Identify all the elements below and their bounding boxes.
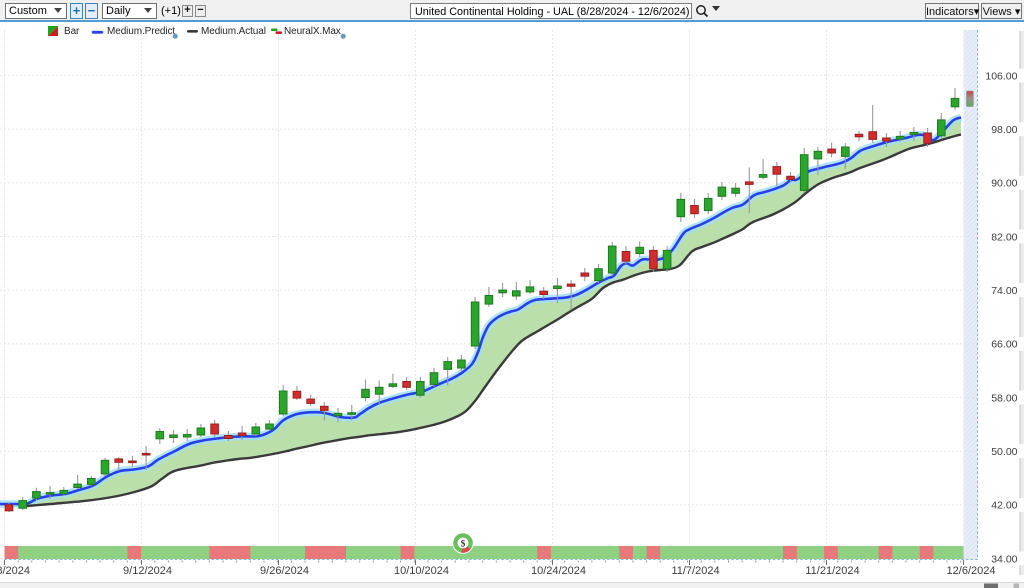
svg-text:98.00: 98.00 [991, 124, 1017, 136]
svg-text:$: $ [461, 538, 466, 548]
svg-text:11/21/2024: 11/21/2024 [805, 565, 859, 577]
svg-text:9/26/2024: 9/26/2024 [260, 565, 309, 577]
svg-text:58.00: 58.00 [991, 392, 1017, 404]
svg-text:12/6/2024: 12/6/2024 [947, 565, 996, 577]
svg-text:82.00: 82.00 [991, 231, 1017, 243]
svg-text:66.00: 66.00 [991, 339, 1017, 351]
svg-text:42.00: 42.00 [991, 500, 1017, 512]
svg-text:10/10/2024: 10/10/2024 [394, 565, 449, 577]
svg-text:50.00: 50.00 [991, 446, 1017, 458]
svg-text:8/28/2024: 8/28/2024 [0, 565, 30, 577]
svg-text:34.00: 34.00 [991, 553, 1017, 565]
svg-text:90.00: 90.00 [991, 178, 1017, 190]
svg-text:9/12/2024: 9/12/2024 [123, 565, 172, 577]
svg-text:106.00: 106.00 [985, 70, 1017, 82]
svg-text:74.00: 74.00 [991, 285, 1017, 297]
svg-text:10/24/2024: 10/24/2024 [531, 565, 586, 577]
svg-text:11/7/2024: 11/7/2024 [671, 565, 719, 577]
